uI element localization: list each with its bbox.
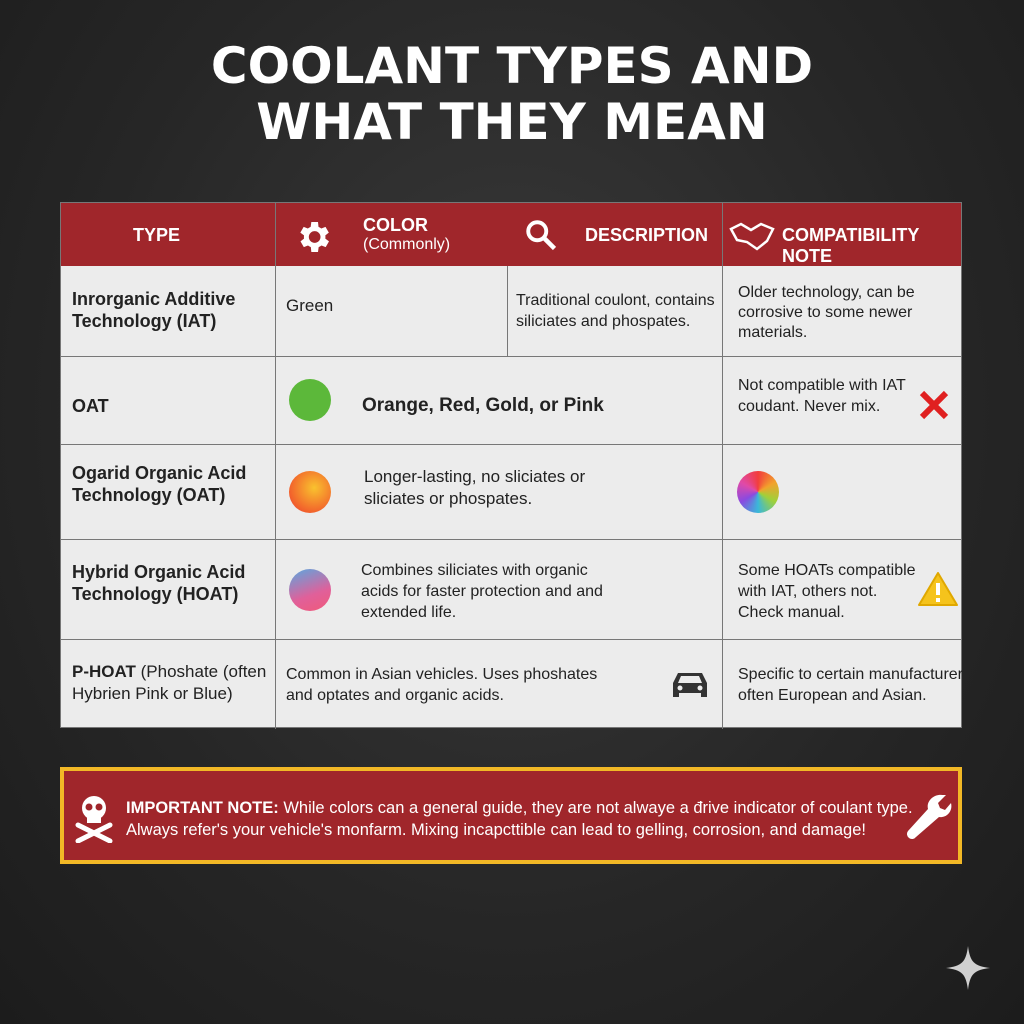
row-type: Ogarid Organic Acid Technology (OAT) [72, 463, 247, 505]
note-label: IMPORTANT NOTE: [126, 799, 279, 817]
sparkle-icon [946, 946, 990, 990]
coolant-table: TYPE COLOR (Commonly) DESCRIPTION COMPATI… [60, 202, 962, 729]
row-description: Traditional coulont, contains siliciates… [516, 292, 715, 330]
row-color: Green [286, 296, 334, 315]
row-compat: Not compatible with IAT coudant. Never m… [738, 377, 906, 415]
header-color-label: COLOR [363, 215, 428, 235]
row-type: Inrorganic Additive Technology (IAT) [72, 289, 236, 331]
warning-icon [918, 572, 958, 606]
table-header: TYPE COLOR (Commonly) DESCRIPTION COMPATI… [61, 203, 961, 266]
row-type: OAT [72, 396, 109, 416]
note-text: IMPORTANT NOTE: While colors can a gener… [126, 797, 913, 841]
row-compat-text: Specific to certain manufacturers often … [738, 666, 962, 704]
row-type-bold: P-HOAT [72, 662, 136, 681]
row-description: Combines siliciates with organic acids f… [361, 562, 603, 621]
row-compat: Some HOATs compatible with IAT, others n… [738, 562, 916, 621]
green-swatch [289, 379, 331, 421]
pink-blue-swatch [289, 569, 331, 611]
note-line-1: While colors can a general guide, they a… [278, 799, 913, 817]
title-line-1: COOLANT TYPES AND [210, 37, 814, 95]
row-type-rest: (Phoshate (often Hybrien Pink or Blue) [72, 662, 267, 703]
handshake-icon [729, 222, 775, 251]
note-line-2: Always refer's your vehicle's monfarm. M… [126, 821, 866, 839]
car-icon [673, 673, 707, 697]
magnifier-icon [526, 220, 557, 251]
header-color-sub: (Commonly) [363, 236, 451, 253]
row-description: Common in Asian vehicles. Uses phoshates… [286, 666, 598, 704]
row-type: P-HOAT (Phoshate (often Hybrien Pink or … [72, 661, 277, 705]
row-type: Hybrid Organic Acid Technology (HOAT) [72, 562, 246, 604]
header-description: DESCRIPTION [585, 225, 709, 245]
rainbow-swatch [737, 471, 779, 513]
title-line-2: WHAT THEY MEAN [256, 93, 768, 151]
x-icon [919, 390, 949, 420]
skull-crossbones-icon [75, 796, 113, 843]
row-compat: Older technology, can be corrosive to so… [738, 284, 915, 341]
row-compat: Specific to certain manufacturers often … [738, 664, 962, 706]
row-description: Longer-lasting, no sliciates or sliciate… [364, 467, 586, 508]
wrench-icon [907, 794, 952, 839]
row-color: Orange, Red, Gold, or Pink [362, 395, 604, 416]
gear-icon [300, 222, 329, 252]
header-type: TYPE [133, 225, 181, 245]
important-note: IMPORTANT NOTE: While colors can a gener… [60, 767, 962, 864]
header-color: COLOR (Commonly) [363, 215, 450, 254]
header-compatibility: COMPATIBILITY NOTE [782, 225, 919, 266]
orange-swatch [289, 471, 331, 513]
page-title: COOLANT TYPES AND WHAT THEY MEAN [0, 38, 1024, 150]
